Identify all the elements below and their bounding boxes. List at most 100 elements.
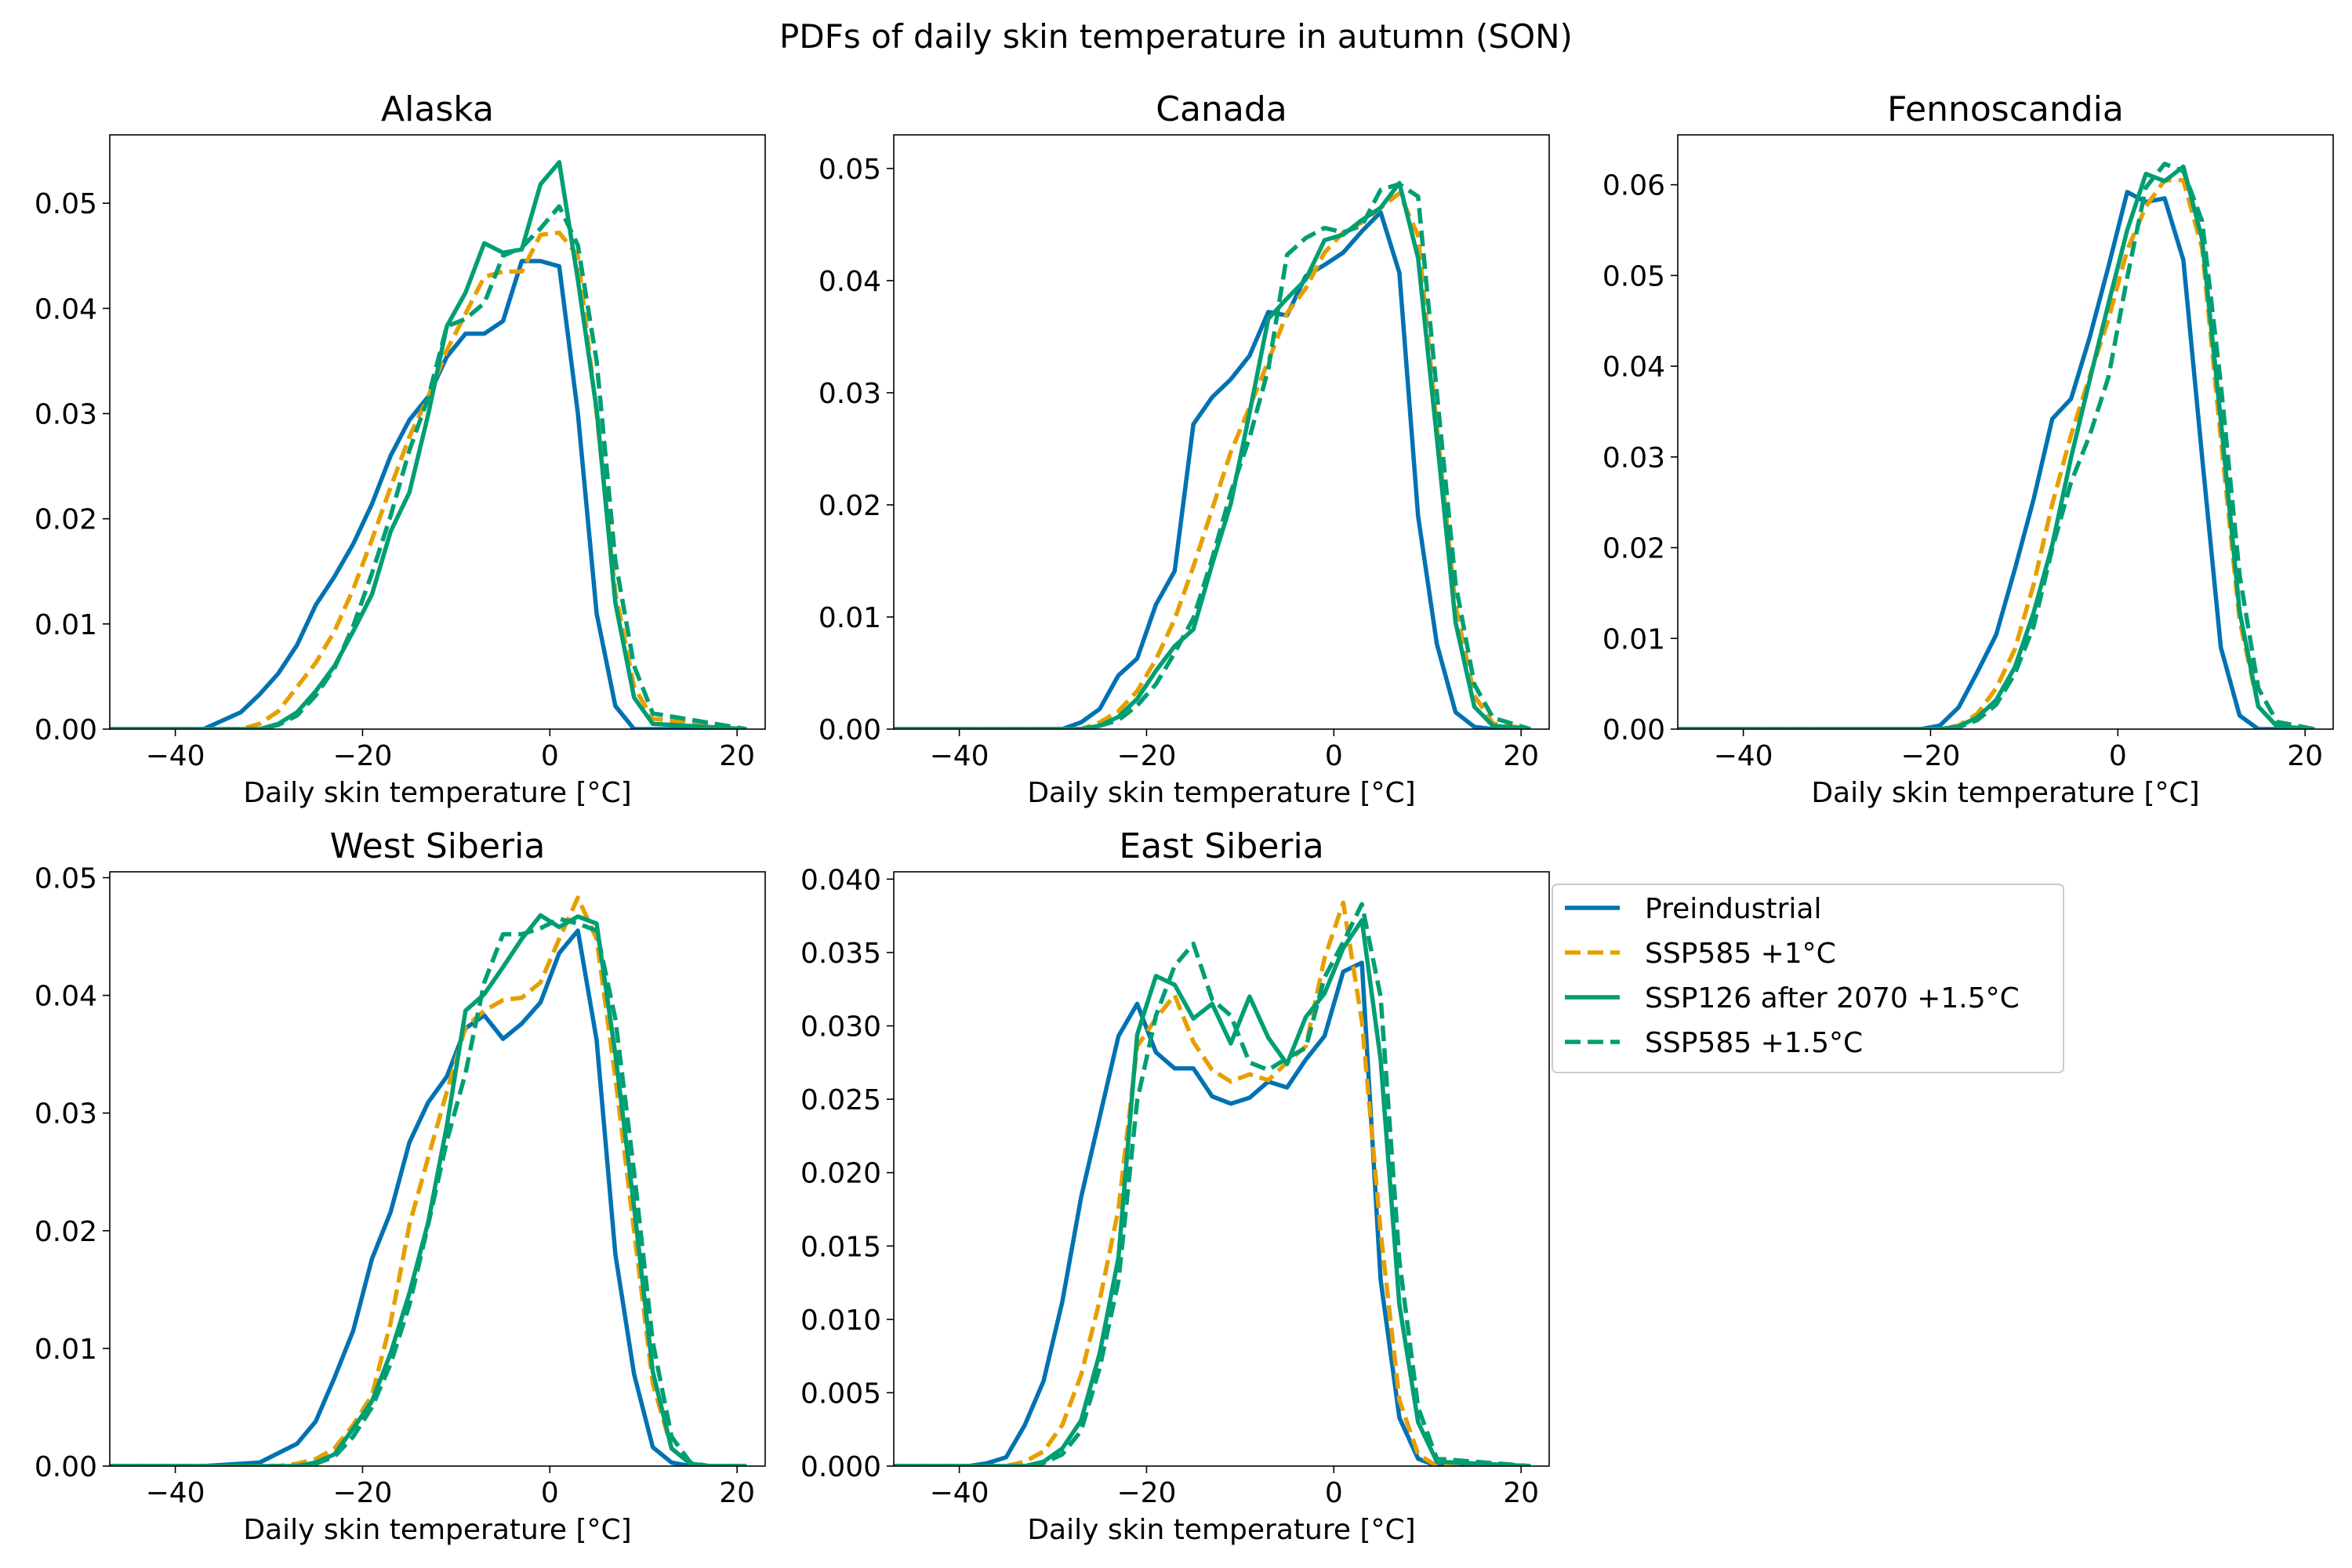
y-tick-label: 0.05 bbox=[818, 154, 881, 186]
series-line-preindustrial bbox=[894, 209, 1531, 729]
y-tick-label: 0.03 bbox=[34, 399, 97, 431]
y-tick-label: 0.03 bbox=[1602, 442, 1665, 474]
y-tick-label: 0.02 bbox=[818, 490, 881, 522]
y-tick-label: 0.01 bbox=[818, 602, 881, 634]
y-tick-label: 0.005 bbox=[800, 1377, 881, 1410]
series-line-ssp585-1-c bbox=[110, 230, 747, 729]
panel-canada: Canada −40 −20 0 20 0.00 0.01 0.02 0.03 0.04 0.05 D… bbox=[818, 89, 1550, 809]
series-line-preindustrial bbox=[894, 960, 1531, 1466]
axes-frame bbox=[1677, 134, 2334, 730]
series-group bbox=[110, 895, 747, 1466]
y-tick-label: 0.01 bbox=[34, 1334, 97, 1366]
y-tick-label: 0.04 bbox=[818, 266, 881, 298]
legend-frame bbox=[1552, 884, 2064, 1073]
panel-title: East Siberia bbox=[1119, 826, 1323, 866]
y-tick-label: 0.00 bbox=[34, 1451, 97, 1483]
panel-title: Alaska bbox=[381, 89, 494, 129]
series-line-ssp585-1-c bbox=[894, 900, 1531, 1466]
series-line-ssp585-1-c bbox=[110, 895, 747, 1466]
y-tick-label: 0.010 bbox=[800, 1305, 881, 1337]
panel-west-siberia: West Siberia −40 −20 0 20 0.00 0.01 0.02 0.03 0.0… bbox=[34, 826, 766, 1546]
panel-east-siberia: East Siberia −40 −20 0 20 0.000 0.005 0.010 0.01… bbox=[800, 826, 1550, 1546]
y-tick-label: 0.02 bbox=[34, 1216, 97, 1248]
y-tick-label: 0.04 bbox=[34, 981, 97, 1013]
series-line-preindustrial bbox=[110, 259, 747, 729]
y-tick-label: 0.00 bbox=[818, 714, 881, 746]
series-group bbox=[110, 160, 747, 729]
y-tick-label: 0.02 bbox=[1602, 533, 1665, 565]
axes-frame bbox=[109, 871, 766, 1467]
x-tick-label: −20 bbox=[332, 740, 392, 772]
y-tick-label: 0.03 bbox=[34, 1098, 97, 1131]
legend-label: SSP585 +1°C bbox=[1645, 938, 1836, 970]
x-tick-label: 0 bbox=[541, 740, 559, 772]
x-tick-label: 20 bbox=[2287, 740, 2323, 772]
x-tick-label: 0 bbox=[2109, 740, 2127, 772]
legend-label: SSP585 +1.5°C bbox=[1645, 1027, 1863, 1059]
x-tick-label: −20 bbox=[332, 1477, 392, 1509]
legend-label: Preindustrial bbox=[1645, 893, 1821, 925]
axes-frame bbox=[893, 134, 1550, 730]
x-axis-label: Daily skin temperature [°C] bbox=[1027, 777, 1415, 809]
y-tick-label: 0.05 bbox=[34, 188, 97, 220]
legend: Preindustrial SSP585 +1°C SSP126 after 207… bbox=[1552, 884, 2064, 1073]
x-tick-label: 20 bbox=[1503, 1477, 1539, 1509]
y-tick-label: 0.030 bbox=[800, 1011, 881, 1044]
y-tick-label: 0.00 bbox=[1602, 714, 1665, 746]
series-line-ssp126-after-2070-1-5-c bbox=[110, 160, 747, 729]
y-tick-label: 0.05 bbox=[34, 863, 97, 895]
x-tick-label: 20 bbox=[1503, 740, 1539, 772]
series-group bbox=[894, 180, 1531, 729]
panel-title: West Siberia bbox=[330, 826, 546, 866]
x-tick-label: 0 bbox=[1325, 1477, 1343, 1509]
y-tick-label: 0.000 bbox=[800, 1451, 881, 1483]
series-group bbox=[1678, 162, 2315, 729]
y-tick-label: 0.025 bbox=[800, 1084, 881, 1116]
series-line-ssp585-1-5-c bbox=[110, 916, 747, 1466]
series-line-ssp126-after-2070-1-5-c bbox=[894, 918, 1531, 1466]
x-tick-label: −40 bbox=[146, 740, 205, 772]
figure-title: PDFs of daily skin temperature in autumn… bbox=[779, 17, 1573, 56]
axes-frame bbox=[893, 871, 1550, 1467]
y-tick-label: 0.06 bbox=[1602, 170, 1665, 202]
x-axis-label: Daily skin temperature [°C] bbox=[243, 1514, 631, 1546]
series-line-ssp585-1-5-c bbox=[110, 204, 747, 729]
y-tick-label: 0.01 bbox=[1602, 623, 1665, 655]
series-line-ssp126-after-2070-1-5-c bbox=[894, 180, 1531, 729]
y-tick-label: 0.04 bbox=[1602, 351, 1665, 383]
x-tick-label: −40 bbox=[1714, 740, 1773, 772]
x-tick-label: 20 bbox=[719, 1477, 755, 1509]
y-tick-label: 0.03 bbox=[818, 378, 881, 410]
x-tick-label: −20 bbox=[1900, 740, 1960, 772]
y-tick-label: 0.04 bbox=[34, 293, 97, 325]
series-line-ssp585-1-5-c bbox=[1678, 162, 2315, 729]
x-tick-label: −40 bbox=[146, 1477, 205, 1509]
x-tick-label: 0 bbox=[541, 1477, 559, 1509]
x-axis-label: Daily skin temperature [°C] bbox=[243, 777, 631, 809]
series-line-ssp585-1-c bbox=[894, 191, 1531, 729]
x-tick-label: 20 bbox=[719, 740, 755, 772]
panel-fennoscandia: Fennoscandia −40 −20 0 20 0.00 0.01 0.02 0.03 0.0… bbox=[1602, 89, 2334, 809]
panel-title: Fennoscandia bbox=[1887, 89, 2124, 129]
legend-label: SSP126 after 2070 +1.5°C bbox=[1645, 982, 2020, 1014]
series-group bbox=[894, 900, 1531, 1466]
x-axis-label: Daily skin temperature [°C] bbox=[1811, 777, 2199, 809]
series-line-ssp585-1-5-c bbox=[894, 182, 1531, 729]
y-tick-label: 0.00 bbox=[34, 714, 97, 746]
x-tick-label: −40 bbox=[930, 1477, 989, 1509]
x-tick-label: 0 bbox=[1325, 740, 1343, 772]
y-tick-label: 0.015 bbox=[800, 1231, 881, 1263]
panel-title: Canada bbox=[1156, 89, 1287, 129]
y-tick-label: 0.05 bbox=[1602, 260, 1665, 292]
y-tick-label: 0.035 bbox=[800, 938, 881, 970]
series-line-preindustrial bbox=[1678, 190, 2315, 729]
series-line-ssp126-after-2070-1-5-c bbox=[110, 913, 747, 1466]
y-tick-label: 0.02 bbox=[34, 504, 97, 536]
series-line-ssp585-1-5-c bbox=[894, 902, 1531, 1466]
y-tick-label: 0.01 bbox=[34, 609, 97, 641]
y-tick-label: 0.040 bbox=[800, 864, 881, 896]
x-tick-label: −20 bbox=[1116, 740, 1176, 772]
series-line-preindustrial bbox=[110, 928, 747, 1466]
